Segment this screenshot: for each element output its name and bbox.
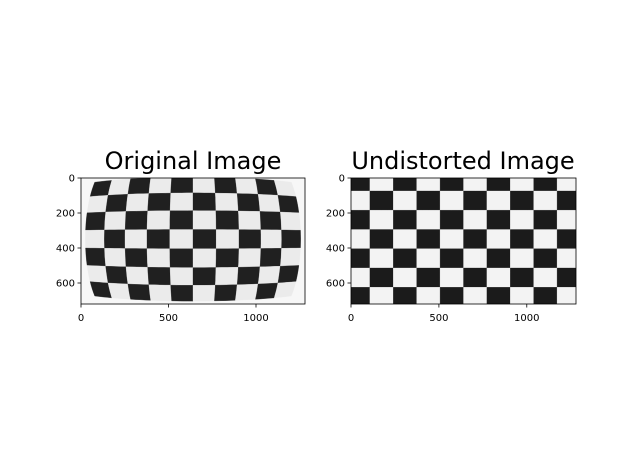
checker-square — [463, 210, 488, 230]
checker-square — [351, 287, 371, 304]
checker-square — [416, 248, 441, 269]
checker-square — [556, 178, 576, 192]
checker-square — [463, 287, 488, 304]
image-original — [81, 178, 305, 304]
y-tick-label: 400 — [326, 244, 345, 255]
panel-title: Original Image — [105, 147, 282, 175]
checker-square — [486, 267, 511, 288]
x-tick-label: 1000 — [514, 313, 539, 324]
axis-ticks: 0 500 1000 0 200 400 600 — [56, 174, 269, 325]
checker-square — [416, 190, 441, 211]
checker-square — [369, 229, 394, 249]
checker-square — [486, 248, 511, 269]
checker-square — [556, 190, 576, 211]
checker-square — [393, 190, 417, 211]
axis-ticks: 0 500 1000 0 200 400 600 — [326, 174, 540, 325]
checker-square — [439, 267, 464, 288]
y-tick-label: 400 — [56, 244, 75, 255]
checker-square — [533, 267, 558, 288]
checker-square — [439, 248, 464, 269]
checker-square — [486, 287, 511, 304]
checker-square — [393, 229, 417, 249]
checker-square — [369, 267, 394, 288]
axes-frame — [350, 177, 577, 305]
checker-square — [463, 190, 488, 211]
checker-square — [533, 190, 558, 211]
x-tick-label: 0 — [348, 313, 354, 324]
checker-square — [510, 190, 534, 211]
checker-square — [510, 229, 534, 249]
checker-square — [533, 229, 558, 249]
photo-shade — [81, 178, 305, 304]
checker-square — [486, 190, 511, 211]
checker-square — [416, 287, 441, 304]
checker-square — [439, 229, 464, 249]
image-undistorted — [351, 178, 576, 304]
checker-square — [369, 287, 394, 304]
checker-square — [369, 190, 394, 211]
checker-square — [393, 287, 417, 304]
checker-square — [556, 229, 576, 249]
checker-square — [369, 248, 394, 269]
checker-square — [486, 210, 511, 230]
checker-square — [416, 267, 441, 288]
panel-original: Original Image 0 500 1000 0 200 400 600 — [56, 147, 306, 325]
y-tick-label: 600 — [56, 279, 75, 290]
checker-square — [486, 229, 511, 249]
checker-square — [416, 210, 441, 230]
panel-undistorted: Undistorted Image 0 500 1000 0 200 400 600 — [326, 147, 577, 325]
axes-frame — [80, 177, 306, 305]
checker-square — [351, 190, 371, 211]
checker-square — [533, 248, 558, 269]
x-tick-label: 0 — [78, 313, 84, 324]
checker-square — [510, 287, 534, 304]
checker-square — [439, 287, 464, 304]
checker-square — [556, 248, 576, 269]
checker-square — [510, 267, 534, 288]
checker-square — [510, 210, 534, 230]
checker-square — [556, 210, 576, 230]
panel-title: Undistorted Image — [351, 147, 574, 175]
checker-square — [463, 267, 488, 288]
y-tick-label: 200 — [56, 209, 75, 220]
checker-square — [351, 267, 371, 288]
checker-square — [393, 248, 417, 269]
y-tick-label: 200 — [326, 209, 345, 220]
x-tick-label: 500 — [159, 313, 178, 324]
checker-square — [393, 267, 417, 288]
y-tick-label: 0 — [339, 174, 345, 185]
y-tick-label: 0 — [69, 174, 75, 185]
checker-square — [393, 210, 417, 230]
checker-square — [463, 229, 488, 249]
x-tick-label: 500 — [429, 313, 448, 324]
checker-square — [510, 248, 534, 269]
checker-square — [351, 248, 371, 269]
checker-square — [273, 281, 297, 299]
checker-square — [556, 287, 576, 304]
checker-square — [369, 210, 394, 230]
checker-square — [416, 229, 441, 249]
checker-square — [463, 248, 488, 269]
checker-square — [556, 267, 576, 288]
x-tick-label: 1000 — [243, 313, 268, 324]
checker-square — [533, 287, 558, 304]
checker-square — [533, 210, 558, 230]
checker-square — [351, 229, 371, 249]
checker-square — [439, 190, 464, 211]
checker-square — [439, 210, 464, 230]
y-tick-label: 600 — [326, 279, 345, 290]
